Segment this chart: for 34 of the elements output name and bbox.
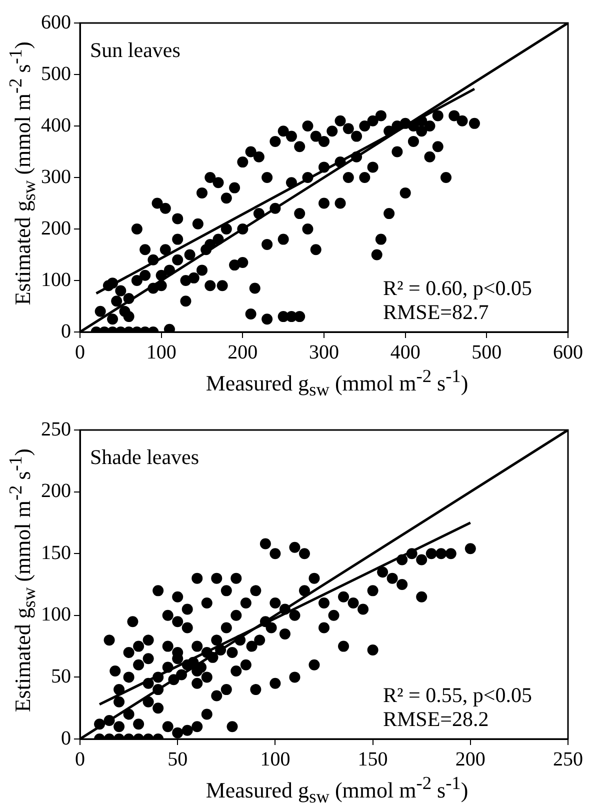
x-tick-label: 150 bbox=[358, 748, 388, 770]
y-tick-label: 500 bbox=[41, 62, 71, 85]
y-tick-label: 150 bbox=[41, 542, 71, 564]
x-tick-label: 50 bbox=[168, 748, 188, 770]
text: Sun leaves bbox=[90, 38, 180, 62]
x-axis-title: Measured g$_{sw}$ (mmol m$^{-2}$ s$^{-1}$) bbox=[204, 773, 470, 807]
y-tick-label: 100 bbox=[41, 268, 71, 291]
y-tick-label: 0 bbox=[61, 727, 71, 750]
y-tick-label: 100 bbox=[41, 604, 71, 626]
x-tick-label: 200 bbox=[228, 341, 258, 364]
x-tick-label: 600 bbox=[553, 341, 583, 364]
text: Shade leaves bbox=[90, 445, 200, 470]
x-tick-label: 100 bbox=[146, 341, 176, 364]
x-tick-label: 250 bbox=[553, 748, 583, 770]
y-tick-label: 400 bbox=[41, 114, 71, 136]
x-tick-label: 500 bbox=[472, 341, 502, 364]
annotation: R² = 0.55, p<0.05 bbox=[383, 683, 532, 708]
annotation: RMSE=28.2 bbox=[383, 707, 489, 732]
x-tick-label: 300 bbox=[309, 341, 339, 364]
annotation: R² = 0.60, p<0.05 bbox=[383, 276, 532, 300]
x-tick-label: 400 bbox=[390, 341, 420, 364]
x-axis-title: Measured g$_{sw}$ (mmol m$^{-2}$ s$^{-1}$) bbox=[204, 366, 470, 401]
y-tick-label: 200 bbox=[41, 217, 71, 240]
y-tick-label: 300 bbox=[41, 166, 71, 188]
x-tick-label: 200 bbox=[455, 748, 486, 770]
x-tick-label: 100 bbox=[260, 748, 290, 770]
x-tick-label: 0 bbox=[75, 748, 85, 770]
y-tick-label: 0 bbox=[61, 320, 71, 342]
x-tick-label: 0 bbox=[75, 341, 85, 364]
y-tick-label: 200 bbox=[41, 480, 71, 502]
y-tick-label: 50 bbox=[51, 665, 71, 688]
annotation: RMSE=82.7 bbox=[383, 300, 489, 324]
y-tick-label: 250 bbox=[41, 418, 71, 440]
y-tick-label: 600 bbox=[41, 11, 71, 34]
